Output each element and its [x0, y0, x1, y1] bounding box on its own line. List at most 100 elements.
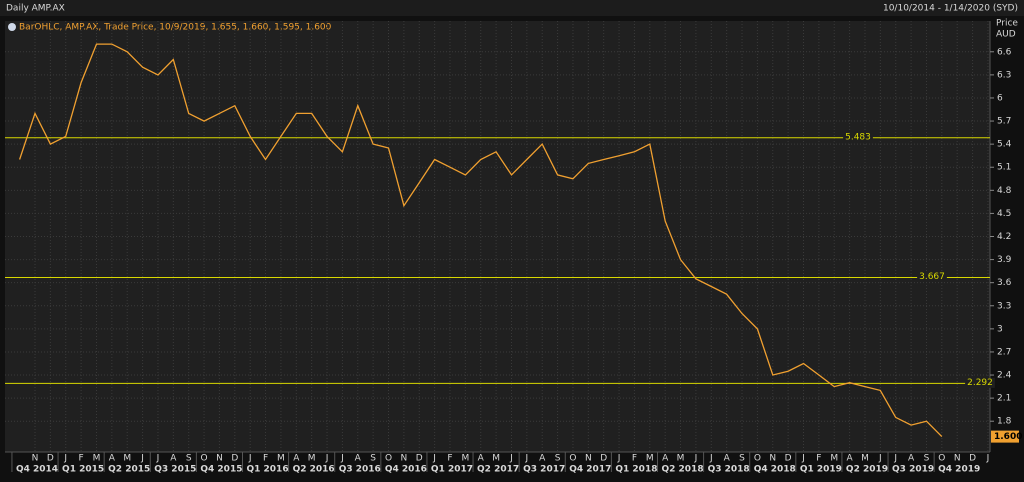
chart-title: Daily AMP.AX: [6, 4, 65, 14]
month-label: A: [109, 454, 116, 464]
legend-icon[interactable]: [8, 23, 16, 31]
month-label: A: [170, 454, 177, 464]
price-line: [18, 43, 943, 438]
quarter-label: Q2 2017: [477, 465, 519, 475]
level-label-bg: [965, 377, 995, 388]
month-label: S: [370, 454, 376, 464]
month-label: M: [861, 454, 869, 464]
month-label: M: [93, 454, 101, 464]
y-tick-label: 5.4: [997, 140, 1012, 150]
quarter-label: Q3 2016: [339, 465, 381, 475]
y-axis-unit: AUD: [996, 30, 1016, 40]
month-label: J: [986, 454, 990, 464]
quarter-label: Q3 2018: [708, 465, 750, 475]
month-label: N: [216, 454, 223, 464]
quarter-label: Q1 2017: [431, 465, 473, 475]
level-label: 5.483: [845, 132, 871, 142]
month-label: S: [924, 454, 930, 464]
month-label: M: [461, 454, 469, 464]
quarter-label: Q4 2018: [754, 465, 796, 475]
month-label: N: [401, 454, 408, 464]
month-label: N: [954, 454, 961, 464]
quarter-label: Q2 2018: [661, 465, 703, 475]
month-label: J: [156, 454, 160, 464]
level-label: 3.667: [919, 272, 945, 282]
month-label: M: [492, 454, 500, 464]
month-label: O: [938, 454, 945, 464]
month-label: N: [769, 454, 776, 464]
month-label: O: [201, 454, 208, 464]
month-label: F: [79, 454, 84, 464]
y-tick-label: 2.4: [997, 371, 1012, 381]
month-label: O: [569, 454, 576, 464]
month-label: J: [893, 454, 897, 464]
month-label: J: [709, 454, 713, 464]
quarter-label: Q2 2015: [108, 465, 150, 475]
last-price-box: [991, 430, 1019, 443]
month-label: F: [263, 454, 268, 464]
quarter-label: Q1 2019: [800, 465, 842, 475]
month-label: J: [248, 454, 252, 464]
month-label: D: [969, 454, 976, 464]
month-label: M: [677, 454, 685, 464]
month-label: S: [186, 454, 192, 464]
quarter-label: Q3 2019: [892, 465, 934, 475]
quarter-label: Q1 2015: [62, 465, 104, 475]
level-label: 2.292: [967, 378, 993, 388]
quarter-label: Q4 2014: [16, 465, 58, 475]
month-label: M: [646, 454, 654, 464]
month-label: A: [539, 454, 546, 464]
month-label: F: [447, 454, 452, 464]
y-tick-label: 2.1: [997, 394, 1011, 404]
month-label: S: [739, 454, 745, 464]
quarter-label: Q3 2015: [154, 465, 196, 475]
month-label: F: [816, 454, 821, 464]
month-label: J: [140, 454, 144, 464]
y-tick-label: 5.7: [997, 117, 1011, 127]
y-tick-label: 4.2: [997, 232, 1011, 242]
y-axis-label: Price: [996, 19, 1018, 29]
month-label: J: [694, 454, 698, 464]
month-label: F: [632, 454, 637, 464]
y-tick-label: 6.6: [997, 47, 1012, 57]
month-label: D: [785, 454, 792, 464]
y-tick-label: 3.6: [997, 278, 1012, 288]
quarter-label: Q3 2017: [523, 465, 565, 475]
header-bar: [0, 0, 1024, 16]
month-label: O: [385, 454, 392, 464]
month-label: J: [432, 454, 436, 464]
y-tick-label: 6.3: [997, 70, 1011, 80]
month-label: J: [878, 454, 882, 464]
y-tick-label: 2.7: [997, 347, 1011, 357]
month-label: N: [585, 454, 592, 464]
quarter-label: Q4 2017: [569, 465, 611, 475]
quarter-label: Q4 2015: [200, 465, 242, 475]
y-tick-label: 3: [997, 324, 1003, 334]
month-label: O: [754, 454, 761, 464]
month-label: J: [340, 454, 344, 464]
y-tick-label: 3.9: [997, 255, 1012, 265]
last-price-label: 1.600: [994, 432, 1022, 442]
level-label-bg: [843, 132, 873, 143]
y-tick-label: 4.5: [997, 209, 1011, 219]
month-label: A: [662, 454, 669, 464]
month-label: D: [47, 454, 54, 464]
month-label: D: [231, 454, 238, 464]
month-label: A: [847, 454, 854, 464]
month-label: J: [525, 454, 529, 464]
quarter-label: Q4 2016: [385, 465, 427, 475]
month-label: A: [908, 454, 915, 464]
month-label: M: [123, 454, 131, 464]
date-range: 10/10/2014 - 1/14/2020 (SYD): [883, 4, 1018, 14]
month-label: J: [325, 454, 329, 464]
quarter-label: Q1 2016: [246, 465, 288, 475]
month-label: J: [801, 454, 805, 464]
month-label: A: [355, 454, 362, 464]
y-tick-label: 1.8: [997, 417, 1012, 427]
quarter-label: Q2 2016: [293, 465, 335, 475]
month-label: A: [478, 454, 485, 464]
month-label: D: [416, 454, 423, 464]
y-tick-label: 5.1: [997, 163, 1011, 173]
month-label: N: [32, 454, 39, 464]
